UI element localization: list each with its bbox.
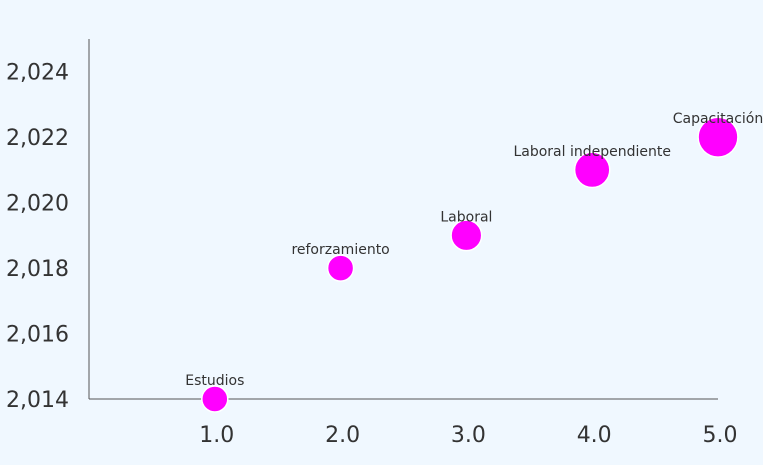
data-point[interactable]: [450, 219, 483, 252]
x-tick-label: 5.0: [703, 423, 738, 448]
data-label: Laboral: [440, 209, 492, 225]
data-label: Laboral independiente: [513, 144, 671, 160]
y-tick-label: 2,014: [6, 388, 69, 413]
axes: [88, 39, 718, 400]
x-axis-ticks: 1.0 2.0 3.0 4.0 5.0: [199, 423, 737, 448]
y-tick-label: 2,016: [6, 323, 69, 348]
data-label: Capacitación: [673, 111, 763, 127]
y-tick-label: 2,018: [6, 257, 69, 282]
point-labels: Estudios reforzamiento Laboral Laboral inde…: [185, 111, 763, 389]
data-point[interactable]: [201, 385, 229, 413]
data-points: [201, 116, 739, 413]
data-point[interactable]: [697, 116, 739, 158]
x-tick-label: 3.0: [451, 423, 486, 448]
y-tick-label: 2,022: [6, 126, 69, 151]
data-point[interactable]: [573, 151, 611, 189]
data-point[interactable]: [326, 254, 355, 282]
data-label: Estudios: [185, 373, 244, 389]
x-tick-label: 2.0: [325, 423, 360, 448]
x-tick-label: 1.0: [199, 423, 234, 448]
y-tick-label: 2,024: [6, 61, 69, 86]
data-label: reforzamiento: [291, 242, 389, 258]
y-axis-ticks: 2,014 2,016 2,018 2,020 2,022 2,024: [6, 61, 69, 413]
y-tick-label: 2,020: [6, 192, 69, 217]
x-tick-label: 4.0: [577, 423, 612, 448]
